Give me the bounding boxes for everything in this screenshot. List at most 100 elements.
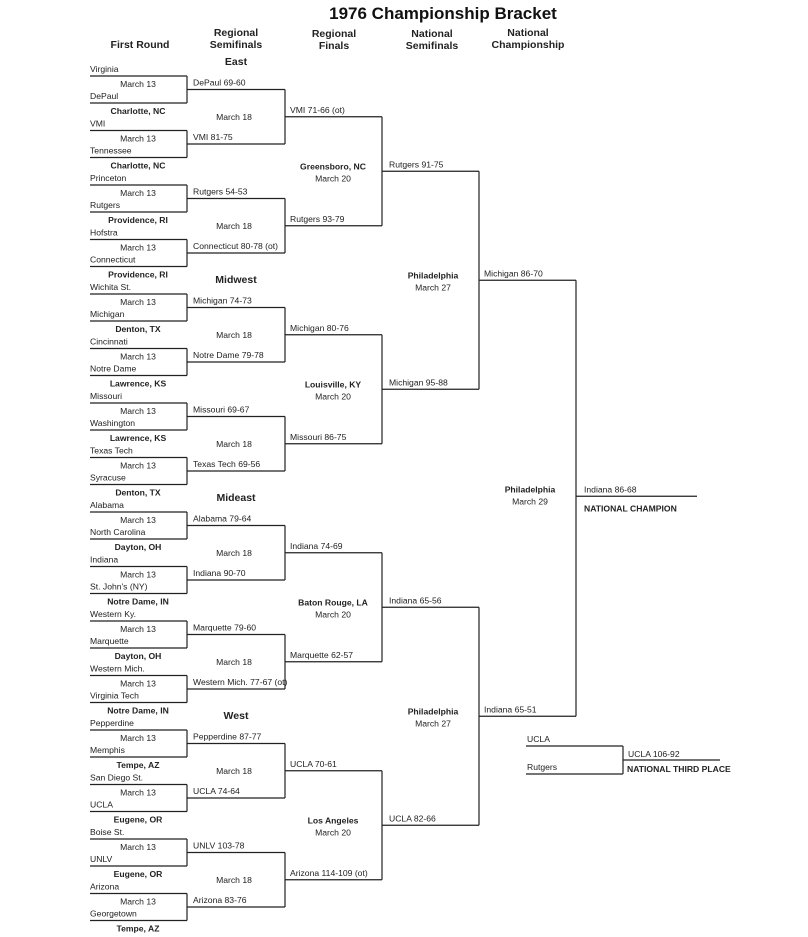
header-regional-semifinals: Regional xyxy=(214,27,258,39)
game-result: UCLA 70-61 xyxy=(290,759,337,769)
game-site: Philadelphia xyxy=(505,484,556,494)
team-name: Indiana xyxy=(90,555,118,565)
game-date: March 27 xyxy=(415,718,451,728)
game-site: Lawrence, KS xyxy=(110,433,167,443)
team-name: Memphis xyxy=(90,745,125,755)
game-result: Indiana 65-51 xyxy=(484,704,537,714)
game-date: March 27 xyxy=(415,282,451,292)
third-place-result: UCLA 106-92 xyxy=(628,749,680,759)
game-result: Indiana 65-56 xyxy=(389,595,442,605)
team-name: Missouri xyxy=(90,391,122,401)
team-name: UNLV xyxy=(90,854,113,864)
game-result: Marquette 62-57 xyxy=(290,650,353,660)
game-date: March 13 xyxy=(120,679,156,689)
game-date: March 13 xyxy=(120,461,156,471)
game-date: March 13 xyxy=(120,297,156,307)
team-name: Rutgers xyxy=(90,200,120,210)
game-site: Denton, TX xyxy=(115,324,161,334)
game-result: Rutgers 91-75 xyxy=(389,159,444,169)
team-name: UCLA xyxy=(90,800,113,810)
game-site: Denton, TX xyxy=(115,488,161,498)
game-site: Philadelphia xyxy=(408,706,459,716)
team-name: Notre Dame xyxy=(90,364,137,374)
game-result: Texas Tech 69-56 xyxy=(193,459,260,469)
team-name: DePaul xyxy=(90,91,118,101)
game-result: UCLA 74-64 xyxy=(193,786,240,796)
game-date: March 13 xyxy=(120,897,156,907)
game-site: Charlotte, NC xyxy=(111,161,166,171)
team-name: UCLA xyxy=(527,734,550,744)
game-date: March 13 xyxy=(120,188,156,198)
game-result: Michigan 80-76 xyxy=(290,323,349,333)
game-site: Philadelphia xyxy=(408,270,459,280)
game-date: March 20 xyxy=(315,609,351,619)
header-regional-finals: Finals xyxy=(319,40,350,52)
game-result: Rutgers 93-79 xyxy=(290,214,345,224)
game-date: March 18 xyxy=(216,766,252,776)
game-result: Michigan 95-88 xyxy=(389,377,448,387)
header-regional-finals: Regional xyxy=(312,28,356,40)
game-result: Pepperdine 87-77 xyxy=(193,732,262,742)
game-date: March 20 xyxy=(315,173,351,183)
game-result: Alabama 79-64 xyxy=(193,514,252,524)
game-result: Rutgers 54-53 xyxy=(193,187,248,197)
third-place-label: NATIONAL THIRD PLACE xyxy=(627,764,731,774)
game-result: Missouri 86-75 xyxy=(290,432,347,442)
team-name: Connecticut xyxy=(90,255,136,265)
game-site: Tempe, AZ xyxy=(117,924,160,934)
team-name: Washington xyxy=(90,418,135,428)
game-date: March 18 xyxy=(216,330,252,340)
team-name: VMI xyxy=(90,119,105,129)
team-name: Rutgers xyxy=(527,762,557,772)
game-site: Louisville, KY xyxy=(305,379,362,389)
region-label: East xyxy=(225,56,248,68)
game-date: March 13 xyxy=(120,243,156,253)
game-date: March 13 xyxy=(120,624,156,634)
header-national-championship: Championship xyxy=(492,39,565,51)
game-site: Eugene, OR xyxy=(114,869,163,879)
game-date: March 18 xyxy=(216,439,252,449)
game-date: March 29 xyxy=(512,496,548,506)
game-date: March 18 xyxy=(216,657,252,667)
team-name: Arizona xyxy=(90,882,119,892)
header-national-championship: National xyxy=(507,27,549,39)
game-result: UNLV 103-78 xyxy=(193,841,245,851)
game-result: Western Mich. 77-67 (ot) xyxy=(193,677,288,687)
game-result: Marquette 79-60 xyxy=(193,623,256,633)
team-name: Princeton xyxy=(90,173,127,183)
game-date: March 13 xyxy=(120,515,156,525)
game-site: Tempe, AZ xyxy=(117,760,160,770)
game-date: March 13 xyxy=(120,352,156,362)
game-site: Providence, RI xyxy=(108,270,168,280)
team-name: Michigan xyxy=(90,309,125,319)
game-result: Missouri 69-67 xyxy=(193,405,250,415)
team-name: Tennessee xyxy=(90,146,132,156)
team-name: Cincinnati xyxy=(90,337,128,347)
team-name: Pepperdine xyxy=(90,718,134,728)
game-date: March 13 xyxy=(120,733,156,743)
game-result: Notre Dame 79-78 xyxy=(193,350,264,360)
team-name: Western Ky. xyxy=(90,609,136,619)
champion-result: Indiana 86-68 xyxy=(584,484,637,494)
game-result: Indiana 74-69 xyxy=(290,541,343,551)
header-regional-semifinals: Semifinals xyxy=(210,39,263,51)
team-name: Marquette xyxy=(90,636,129,646)
game-result: VMI 81-75 xyxy=(193,132,233,142)
team-name: Texas Tech xyxy=(90,446,133,456)
game-site: Los Angeles xyxy=(308,815,359,825)
game-result: UCLA 82-66 xyxy=(389,813,436,823)
game-date: March 13 xyxy=(120,842,156,852)
team-name: North Carolina xyxy=(90,527,146,537)
game-site: Dayton, OH xyxy=(115,542,162,552)
game-result: Michigan 74-73 xyxy=(193,296,252,306)
team-name: Virginia xyxy=(90,64,119,74)
game-site: Notre Dame, IN xyxy=(107,597,169,607)
header-first-round: First Round xyxy=(111,39,170,51)
game-site: Dayton, OH xyxy=(115,651,162,661)
game-site: Baton Rouge, LA xyxy=(298,597,368,607)
game-date: March 20 xyxy=(315,827,351,837)
game-date: March 18 xyxy=(216,112,252,122)
team-name: Boise St. xyxy=(90,827,124,837)
game-date: March 13 xyxy=(120,79,156,89)
